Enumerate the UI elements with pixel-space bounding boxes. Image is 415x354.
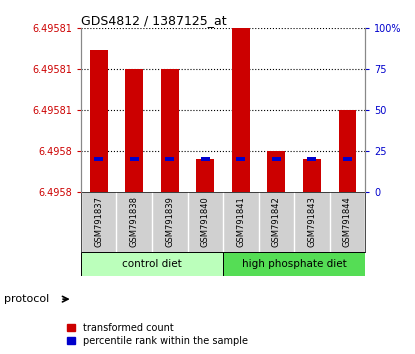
Bar: [343, 156, 352, 161]
Bar: [237, 156, 245, 161]
Text: GSM791842: GSM791842: [272, 196, 281, 247]
Bar: [161, 69, 178, 192]
Text: GSM791838: GSM791838: [130, 196, 139, 247]
Text: GDS4812 / 1387125_at: GDS4812 / 1387125_at: [81, 14, 227, 27]
Bar: [308, 156, 316, 161]
Bar: [196, 159, 214, 192]
Text: GSM791843: GSM791843: [308, 196, 316, 247]
Bar: [201, 156, 210, 161]
Bar: [272, 156, 281, 161]
Text: GSM791840: GSM791840: [201, 196, 210, 247]
Bar: [90, 50, 107, 192]
Bar: [232, 28, 250, 192]
Text: GSM791837: GSM791837: [94, 196, 103, 247]
Text: control diet: control diet: [122, 259, 182, 269]
Bar: [81, 252, 223, 276]
Bar: [268, 151, 285, 192]
Bar: [303, 159, 321, 192]
Text: GSM791841: GSM791841: [236, 196, 245, 247]
Bar: [125, 69, 143, 192]
Bar: [339, 110, 356, 192]
Bar: [130, 156, 139, 161]
Bar: [223, 252, 365, 276]
Text: protocol: protocol: [4, 294, 49, 304]
Bar: [94, 156, 103, 161]
Text: GSM791839: GSM791839: [165, 196, 174, 247]
Text: GSM791844: GSM791844: [343, 196, 352, 247]
Bar: [165, 156, 174, 161]
Text: high phosphate diet: high phosphate diet: [242, 259, 347, 269]
Legend: transformed count, percentile rank within the sample: transformed count, percentile rank withi…: [67, 323, 248, 346]
